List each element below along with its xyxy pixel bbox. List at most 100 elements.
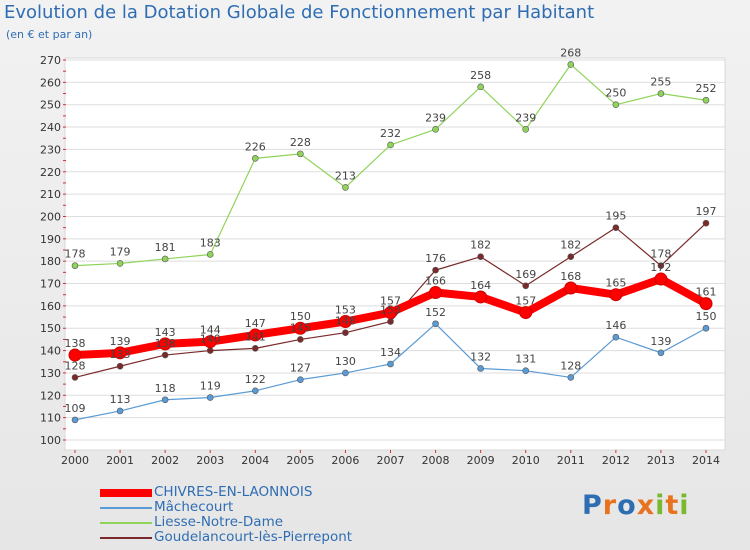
data-point xyxy=(522,125,530,133)
data-label: 140 xyxy=(200,333,221,346)
series-liesse-notre-dame xyxy=(71,61,710,269)
data-point xyxy=(116,407,124,415)
chart-title: Evolution de la Dotation Globale de Fonc… xyxy=(4,2,595,23)
data-label: 145 xyxy=(290,321,311,334)
x-tick-label: 2003 xyxy=(196,454,224,467)
data-label: 150 xyxy=(290,310,311,323)
data-point xyxy=(432,125,439,133)
data-label: 150 xyxy=(696,310,717,323)
data-label: 182 xyxy=(470,239,491,252)
data-point xyxy=(71,262,79,269)
data-label: 153 xyxy=(380,304,401,317)
data-label: 148 xyxy=(335,315,356,328)
data-label: 161 xyxy=(696,286,717,299)
data-label: 132 xyxy=(470,350,491,363)
data-label: 128 xyxy=(560,359,581,372)
data-point xyxy=(161,255,169,263)
data-label: 255 xyxy=(650,76,671,89)
data-label: 146 xyxy=(605,319,626,332)
data-label: 195 xyxy=(605,210,626,223)
y-tick-label: 270 xyxy=(40,54,61,67)
data-point xyxy=(657,262,665,269)
data-point xyxy=(251,155,259,162)
data-label: 143 xyxy=(155,326,176,339)
plot-area xyxy=(64,57,726,451)
data-label: 122 xyxy=(245,373,266,386)
data-point xyxy=(612,333,620,341)
data-point xyxy=(113,346,127,360)
y-tick-label: 150 xyxy=(40,322,61,335)
chart-subtitle: (en € et par an) xyxy=(6,28,93,41)
data-point xyxy=(206,394,214,401)
data-label: 164 xyxy=(470,279,491,292)
data-label: 134 xyxy=(380,346,401,359)
x-tick-label: 2006 xyxy=(331,454,359,467)
legend-swatch xyxy=(100,506,152,509)
data-label: 213 xyxy=(335,169,356,182)
data-point xyxy=(612,101,620,109)
data-point xyxy=(387,360,394,368)
logo-letter: P xyxy=(582,490,603,521)
data-label: 239 xyxy=(425,111,446,124)
y-tick-label: 240 xyxy=(40,121,61,134)
data-point xyxy=(567,61,575,68)
data-point xyxy=(477,83,484,91)
legend-label: Goudelancourt-lès-Pierrepont xyxy=(154,529,353,545)
y-tick-label: 230 xyxy=(40,143,61,156)
data-point xyxy=(564,281,578,295)
data-labels: 178 179 181 183 226 228 213 232 239 258 239 268 250 2… xyxy=(65,46,717,414)
data-label: 169 xyxy=(515,268,536,281)
data-label: 228 xyxy=(290,136,311,149)
data-point xyxy=(387,318,394,325)
data-point xyxy=(342,369,349,377)
legend-item: Liesse-Notre-Dame xyxy=(100,515,352,530)
data-label: 153 xyxy=(335,304,356,317)
data-point xyxy=(387,141,394,149)
data-label: 239 xyxy=(515,111,536,124)
legend-label: Mâchecourt xyxy=(154,499,234,515)
y-tick-label: 140 xyxy=(40,345,61,358)
y-tick-label: 130 xyxy=(40,367,61,380)
data-label: 157 xyxy=(515,295,536,308)
data-label: 157 xyxy=(380,295,401,308)
data-label: 119 xyxy=(200,380,221,393)
data-point xyxy=(657,90,665,97)
x-tick-label: 2010 xyxy=(512,454,540,467)
data-label: 178 xyxy=(65,248,86,261)
data-point xyxy=(251,345,259,352)
data-point xyxy=(702,219,710,227)
data-point xyxy=(338,315,352,329)
x-tick-label: 2013 xyxy=(647,454,675,467)
data-label: 133 xyxy=(110,348,131,361)
x-tick-label: 2004 xyxy=(241,454,269,467)
legend: CHIVRES-EN-LAONNOIS Mâchecourt Liesse-Notr… xyxy=(100,485,352,545)
logo-letter: t xyxy=(665,490,680,521)
data-point xyxy=(297,376,304,383)
x-tick-label: 2011 xyxy=(557,454,585,467)
data-label: 138 xyxy=(155,337,176,350)
data-point xyxy=(297,336,304,343)
data-point xyxy=(251,387,259,395)
data-point xyxy=(522,282,530,290)
x-tick-label: 2002 xyxy=(151,454,179,467)
data-label: 176 xyxy=(425,252,446,265)
data-label: 197 xyxy=(696,205,717,218)
y-tick-label: 110 xyxy=(40,412,61,425)
data-point xyxy=(702,324,710,332)
data-point xyxy=(612,224,620,231)
data-point xyxy=(297,150,304,158)
x-tick-label: 2014 xyxy=(692,454,720,467)
data-point xyxy=(474,290,488,304)
y-tick-label: 160 xyxy=(40,300,61,313)
data-point xyxy=(384,306,397,320)
data-point xyxy=(206,347,214,354)
proxiti-logo: Proxiti xyxy=(582,490,690,521)
series-goudelancourt-les-pierrepont xyxy=(71,219,710,381)
data-point xyxy=(248,328,262,342)
data-point xyxy=(477,253,484,261)
data-label: 181 xyxy=(155,241,176,254)
x-tick-label: 2000 xyxy=(61,454,89,467)
data-label: 118 xyxy=(155,382,176,395)
x-tick-label: 2001 xyxy=(106,454,134,467)
